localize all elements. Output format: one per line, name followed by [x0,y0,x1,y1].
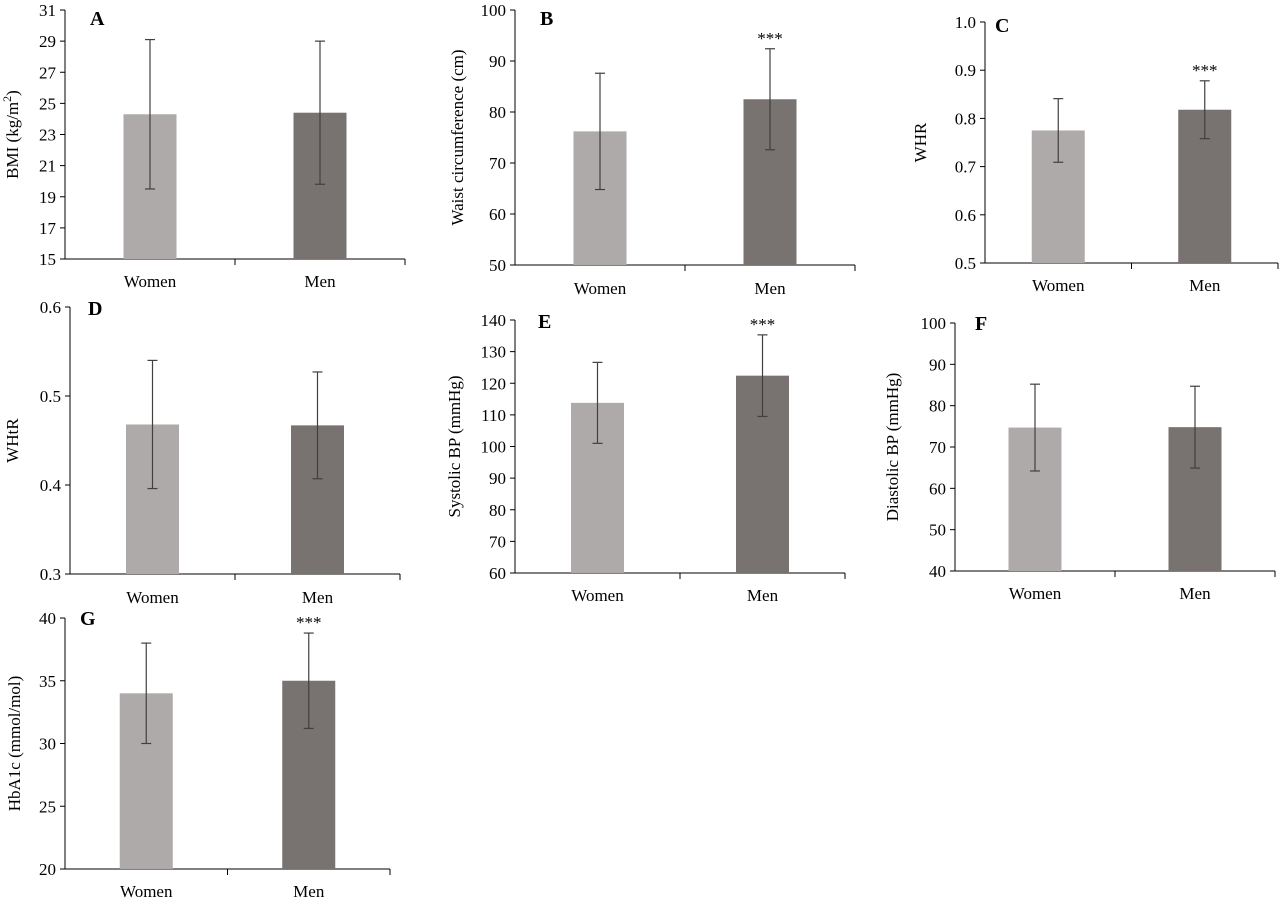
y-tick-label: 25 [39,797,56,816]
panel-c: 0.5 0.6 0.7 0.8 0.9 1.0 Women *** Men WHR C [911,13,1279,295]
y-axis-label: WHtR [3,418,22,463]
y-tick-label: 25 [39,94,56,113]
y-tick-label: 60 [929,479,946,498]
y-tick-label: 30 [39,735,56,754]
y-tick-label: 0.7 [955,158,977,177]
panel-label: B [540,8,553,30]
y-tick-label: 90 [489,469,506,488]
y-tick-label: 0.9 [955,61,976,80]
y-axis-label-text: Systolic BP (mmHg) [445,376,464,518]
panel-g: 20 25 30 35 40 Women *** Men HbA1c (mmol/mol) G [5,608,391,898]
y-tick-label: 40 [39,609,56,628]
y-tick-label: 60 [489,564,506,583]
y-tick-label: 19 [39,188,56,207]
y-tick-label: 80 [489,501,506,520]
y-axis-label: WHR [911,122,930,162]
y-axis-label: HbA1c (mmol/mol) [5,676,24,812]
y-tick-label: 100 [481,438,507,457]
y-tick-label: 0.6 [955,206,976,225]
y-axis-label-end: ) [3,90,22,96]
category-label: Women [1009,584,1062,603]
panel-label: D [88,298,102,320]
category-label: Men [1179,584,1211,603]
significance-marker: *** [1192,61,1218,80]
category-label: Women [126,588,179,607]
y-tick-label: 40 [929,562,946,581]
y-tick-label: 70 [929,438,946,457]
y-tick-label: 0.5 [955,254,976,273]
panel-label: G [80,608,96,630]
y-tick-label: 50 [929,521,946,540]
y-tick-label: 0.3 [40,565,61,584]
category-label: Women [120,882,173,898]
y-axis-label-superscript: 2 [0,96,14,102]
y-tick-label: 80 [489,103,506,122]
y-tick-label: 20 [39,860,56,879]
category-label: Men [1189,276,1221,295]
panel-e: 60 70 80 90 100 110 120 130 140 Women *** Men Systol… [445,311,846,605]
panel-label: A [90,8,105,30]
y-tick-label: 120 [481,374,507,393]
panel-label: E [538,311,551,333]
y-tick-label: 0.8 [955,109,976,128]
y-tick-label: 0.4 [40,476,62,495]
panel-b: 50 60 70 80 90 100 Women *** Men Waist circumfere… [448,1,856,298]
y-tick-label: 35 [39,672,56,691]
y-axis-label-text: Diastolic BP (mmHg) [883,373,902,522]
category-label: Women [574,279,627,298]
category-label: Women [571,586,624,605]
y-tick-label: 29 [39,32,56,51]
y-tick-label: 0.6 [40,298,61,317]
y-tick-label: 31 [39,1,56,20]
panel-label: C [995,15,1009,37]
y-tick-label: 80 [929,397,946,416]
y-axis-label: BMI (kg/m2) [0,90,22,179]
y-tick-label: 1.0 [955,13,976,32]
y-axis-label-text: BMI (kg/m [3,102,22,179]
panel-d: 0.3 0.4 0.5 0.6 Women Men WHtR D [3,298,401,607]
category-label: Women [124,272,177,291]
y-tick-label: 0.5 [40,387,61,406]
y-tick-label: 50 [489,256,506,275]
y-axis-label-text: WHtR [3,418,22,463]
y-tick-label: 90 [929,355,946,374]
y-axis-label: Waist circumference (cm) [448,49,467,225]
panel-f: 40 50 60 70 80 90 100 Women Men Diastolic BP (mmH… [883,313,1276,603]
y-tick-label: 17 [39,219,57,238]
significance-marker: *** [757,29,783,48]
y-tick-label: 130 [481,343,507,362]
panel-a: 15 17 19 21 23 25 27 29 31 Women Men BMI (kg/m2) A [0,1,406,291]
category-label: Men [747,586,779,605]
y-axis-label: Diastolic BP (mmHg) [883,373,902,522]
category-label: Men [302,588,334,607]
y-axis-label-text: HbA1c (mmol/mol) [5,676,24,812]
y-axis-label-text: Waist circumference (cm) [448,49,467,225]
panel-label: F [975,313,987,335]
y-tick-label: 60 [489,205,506,224]
y-tick-label: 100 [481,1,507,20]
category-label: Men [304,272,336,291]
y-tick-label: 27 [39,63,57,82]
y-tick-label: 70 [489,154,506,173]
significance-marker: *** [750,315,776,334]
y-tick-label: 140 [481,311,507,330]
y-tick-label: 110 [481,406,506,425]
y-tick-label: 15 [39,250,56,269]
category-label: Men [293,882,325,898]
significance-marker: *** [296,613,322,632]
y-tick-label: 21 [39,157,56,176]
y-axis-label: Systolic BP (mmHg) [445,376,464,518]
category-label: Men [754,279,786,298]
y-tick-label: 90 [489,52,506,71]
y-tick-label: 23 [39,126,56,145]
y-tick-label: 100 [921,314,947,333]
y-axis-label-text: WHR [911,122,930,162]
category-label: Women [1032,276,1085,295]
y-tick-label: 70 [489,532,506,551]
